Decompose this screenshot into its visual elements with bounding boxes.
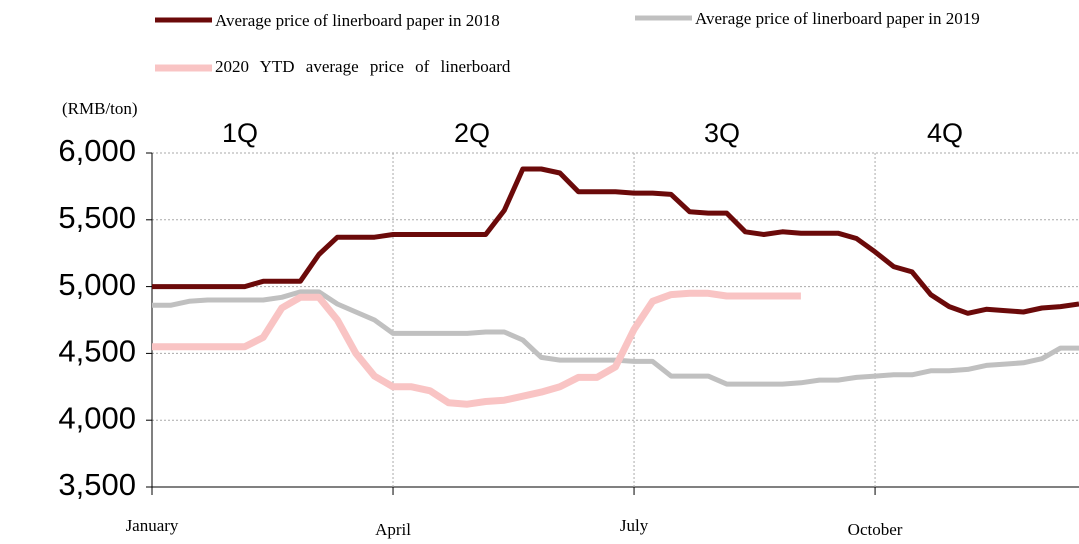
x-tick-label: April <box>375 520 411 539</box>
quarter-label: 4Q <box>927 118 963 148</box>
x-tick-label: January <box>126 516 179 535</box>
y-tick-label: 5,000 <box>58 267 136 302</box>
x-tick-label: July <box>620 516 649 535</box>
y-tick-label: 4,000 <box>58 400 136 435</box>
series-line <box>152 166 1079 316</box>
legend-label: Average price of linerboard paper in 201… <box>695 9 980 28</box>
x-tick-label: October <box>848 520 903 539</box>
legend-label: Average price of linerboard paper in 201… <box>215 11 500 30</box>
quarter-label: 2Q <box>454 118 490 148</box>
legend-label: 2020 YTD average price of linerboard <box>215 57 511 76</box>
y-tick-label: 6,000 <box>58 133 136 168</box>
y-tick-label: 5,500 <box>58 200 136 235</box>
quarter-label: 3Q <box>704 118 740 148</box>
unit-label: (RMB/ton) <box>62 99 138 118</box>
y-tick-label: 4,500 <box>58 334 136 369</box>
y-tick-label: 3,500 <box>58 467 136 502</box>
series-line <box>152 289 801 408</box>
quarter-label: 1Q <box>222 118 258 148</box>
